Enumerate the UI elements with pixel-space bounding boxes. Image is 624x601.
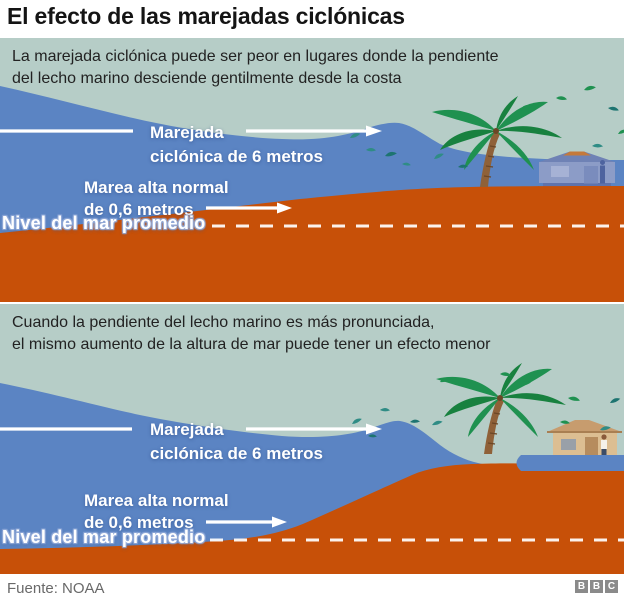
surge-arrow-icon: [246, 423, 382, 435]
caption-line: del lecho marino desciende gentilmente d…: [12, 70, 402, 87]
scene-steep-slope: [0, 304, 624, 574]
surge-arrow-icon: [246, 125, 382, 137]
sea-level-label: Nivel del mar promedio: [2, 527, 206, 547]
scene-gentle-slope: [0, 38, 624, 302]
caption-line: Cuando la pendiente del lecho marino es …: [12, 314, 435, 331]
tide-arrow-icon: [206, 202, 292, 214]
person-submerged: [600, 160, 605, 184]
panel-steep-slope: Cuando la pendiente del lecho marino es …: [0, 304, 624, 574]
caption-line: el mismo aumento de la altura de mar pue…: [12, 336, 491, 353]
surge-label: Marejada ciclónica de 6 metros: [150, 123, 323, 166]
seabed-shape: [0, 463, 624, 574]
panel-gentle-slope: La marejada ciclónica puede ser peor en …: [0, 38, 624, 302]
source-credit: Fuente: NOAA: [7, 580, 105, 597]
submerged-house: [539, 151, 615, 188]
tide-arrow-icon: [206, 516, 287, 528]
bbc-logo-letter: B: [575, 580, 588, 593]
bbc-logo: B B C: [575, 580, 618, 593]
bbc-logo-letter: B: [590, 580, 603, 593]
flood-pool: [516, 455, 624, 471]
seabed-shape: [0, 186, 624, 302]
tide-label: Marea alta normal de 0,6 metros: [84, 178, 229, 219]
panel2-caption: Cuando la pendiente del lecho marino es …: [12, 312, 592, 356]
caption-line: La marejada ciclónica puede ser peor en …: [12, 48, 499, 65]
surge-label: Marejada ciclónica de 6 metros: [150, 420, 323, 463]
panel1-caption: La marejada ciclónica puede ser peor en …: [12, 46, 592, 90]
sea-level-label: Nivel del mar promedio: [2, 213, 206, 233]
page-title: El efecto de las marejadas ciclónicas: [7, 3, 405, 29]
bbc-logo-letter: C: [605, 580, 618, 593]
footer: Fuente: NOAA B B C: [0, 574, 624, 601]
tide-label: Marea alta normal de 0,6 metros: [84, 491, 229, 532]
